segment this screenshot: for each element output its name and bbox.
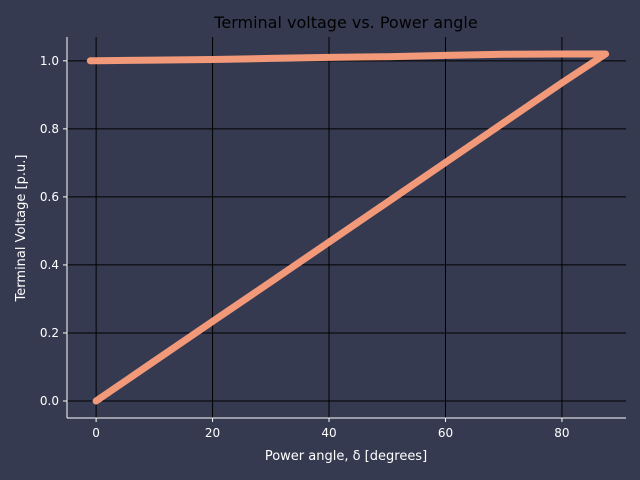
y-tick-label: 0.8 [40,122,59,136]
y-tick-label: 0.6 [40,190,59,204]
y-tick-label: 0.0 [40,394,59,408]
x-tick-label: 60 [438,426,453,440]
ticks: 0 20 40 60 80 0.0 0.2 0.4 0.6 0.8 1.0 [40,54,570,440]
x-tick-label: 80 [554,426,569,440]
x-axis-label: Power angle, δ [degrees] [265,449,427,464]
y-axis-label: Terminal Voltage [p.u.] [14,155,29,303]
x-tick-label: 20 [205,426,220,440]
y-tick-label: 1.0 [40,54,59,68]
series-line [86,50,610,405]
series-layer [86,50,610,405]
grid [67,37,626,418]
x-tick-label: 40 [321,426,336,440]
x-tick-label: 0 [92,426,100,440]
axes [66,37,626,419]
chart-title: Terminal voltage vs. Power angle [213,13,477,32]
y-tick-label: 0.2 [40,326,59,340]
y-tick-label: 0.4 [40,258,59,272]
